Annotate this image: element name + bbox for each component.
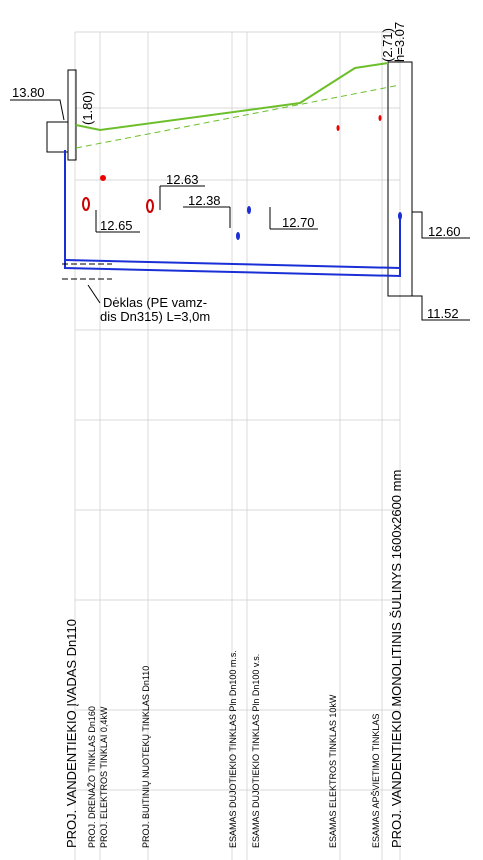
level: 12.38 [188,193,221,208]
network-label: ESAMAS DUJOTIEKIO TINKLAS Pln Dn100 m.s. [228,650,238,848]
structures [10,61,470,321]
depth: (1.80) [80,91,95,125]
network-label: ESAMAS DUJOTIEKIO TINKLAS Pln Dn100 v.s. [251,654,261,848]
labels: 13.80 (1.80) (2.71) h=3.07 12.63 12.38 1… [12,22,461,848]
level: 12.65 [100,218,133,233]
network-label: PROJ. VANDENTIEKIO MONOLITINIS ŠULINYS 1… [389,470,404,848]
depth: h=3.07 [392,22,407,62]
level: 12.70 [282,215,315,230]
note: Dėklas (PE vamz- [103,295,207,310]
network-label: PROJ. VANDENTIEKIO ĮVADAS Dn110 [64,619,79,848]
grid [74,31,401,860]
network-label: ESAMAS ELEKTROS TINKLAS 10kW [328,694,338,848]
level: 12.63 [166,172,199,187]
depth: (2.71) [380,28,395,62]
network-label: PROJ. BUITINIŲ NUOTEKŲ TINKLAS Dn110 [141,666,151,848]
network-label: ESAMAS APŠVIETIMO TINKLAS [371,714,381,848]
network-label: PROJ. ELEKTROS TINKLAI 0,4kW [99,706,109,848]
level: 11.52 [427,306,459,321]
note: dis Dn315) L=3,0m [100,309,210,324]
network-label: PROJ. DRENAŽO TINKLAS Dn160 [87,706,97,848]
level: 13.80 [12,85,45,100]
level: 12.60 [428,224,461,239]
